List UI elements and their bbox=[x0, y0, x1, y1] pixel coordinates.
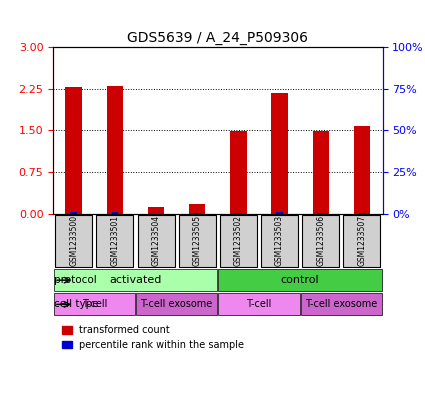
Bar bbox=[65, 87, 82, 213]
FancyBboxPatch shape bbox=[220, 215, 257, 267]
Text: GSM1233500: GSM1233500 bbox=[69, 215, 78, 266]
FancyBboxPatch shape bbox=[300, 294, 382, 315]
Text: T-cell: T-cell bbox=[246, 299, 272, 309]
Text: activated: activated bbox=[109, 275, 162, 285]
FancyBboxPatch shape bbox=[54, 269, 218, 291]
Text: GSM1233506: GSM1233506 bbox=[316, 215, 325, 266]
Bar bbox=[107, 86, 123, 213]
FancyBboxPatch shape bbox=[218, 294, 300, 315]
Text: protocol: protocol bbox=[54, 275, 97, 285]
FancyBboxPatch shape bbox=[55, 215, 92, 267]
Bar bbox=[148, 207, 164, 213]
Bar bbox=[71, 212, 77, 213]
Text: GSM1233504: GSM1233504 bbox=[152, 215, 161, 266]
Bar bbox=[230, 132, 246, 213]
Bar bbox=[276, 212, 283, 213]
Title: GDS5639 / A_24_P509306: GDS5639 / A_24_P509306 bbox=[128, 31, 308, 45]
FancyBboxPatch shape bbox=[302, 215, 339, 267]
FancyBboxPatch shape bbox=[54, 294, 135, 315]
Bar bbox=[354, 126, 370, 213]
Text: GSM1233503: GSM1233503 bbox=[275, 215, 284, 266]
Text: T-cell exosome: T-cell exosome bbox=[141, 299, 213, 309]
FancyBboxPatch shape bbox=[138, 215, 175, 267]
FancyBboxPatch shape bbox=[261, 215, 298, 267]
Bar bbox=[312, 132, 329, 213]
Text: GSM1233505: GSM1233505 bbox=[193, 215, 202, 266]
Bar bbox=[112, 212, 118, 213]
FancyBboxPatch shape bbox=[178, 215, 216, 267]
Text: GSM1233501: GSM1233501 bbox=[110, 215, 119, 266]
Legend: transformed count, percentile rank within the sample: transformed count, percentile rank withi… bbox=[58, 321, 248, 354]
Text: T-cell exosome: T-cell exosome bbox=[305, 299, 377, 309]
FancyBboxPatch shape bbox=[343, 215, 380, 267]
FancyBboxPatch shape bbox=[96, 215, 133, 267]
Text: control: control bbox=[281, 275, 320, 285]
Text: cell type: cell type bbox=[54, 299, 99, 309]
Bar bbox=[271, 93, 288, 213]
FancyBboxPatch shape bbox=[136, 294, 218, 315]
Bar bbox=[189, 204, 205, 213]
Text: GSM1233502: GSM1233502 bbox=[234, 215, 243, 266]
FancyBboxPatch shape bbox=[218, 269, 382, 291]
Text: T-cell: T-cell bbox=[82, 299, 107, 309]
Text: GSM1233507: GSM1233507 bbox=[357, 215, 366, 266]
